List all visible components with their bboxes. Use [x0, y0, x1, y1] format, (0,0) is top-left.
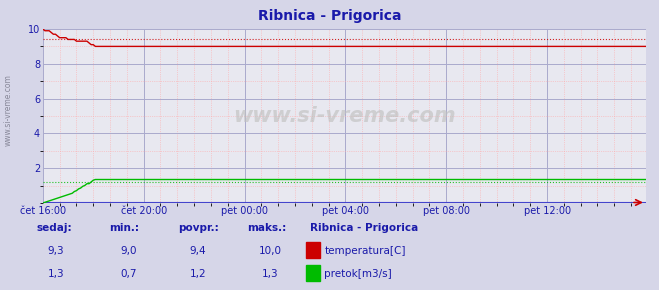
Text: 9,0: 9,0	[120, 246, 137, 256]
Text: pretok[m3/s]: pretok[m3/s]	[324, 269, 392, 279]
Text: min.:: min.:	[109, 223, 139, 233]
Text: 0,7: 0,7	[120, 269, 137, 279]
Text: www.si-vreme.com: www.si-vreme.com	[233, 106, 455, 126]
Text: povpr.:: povpr.:	[178, 223, 219, 233]
Text: Ribnica - Prigorica: Ribnica - Prigorica	[258, 9, 401, 23]
Text: Ribnica - Prigorica: Ribnica - Prigorica	[310, 223, 418, 233]
Text: 1,3: 1,3	[262, 269, 279, 279]
Text: 9,4: 9,4	[189, 246, 206, 256]
Text: www.si-vreme.com: www.si-vreme.com	[3, 74, 13, 146]
Text: 10,0: 10,0	[259, 246, 281, 256]
Text: 9,3: 9,3	[47, 246, 65, 256]
Text: 1,2: 1,2	[189, 269, 206, 279]
Text: temperatura[C]: temperatura[C]	[324, 246, 406, 256]
Text: 1,3: 1,3	[47, 269, 65, 279]
Text: sedaj:: sedaj:	[36, 223, 72, 233]
Text: maks.:: maks.:	[247, 223, 287, 233]
